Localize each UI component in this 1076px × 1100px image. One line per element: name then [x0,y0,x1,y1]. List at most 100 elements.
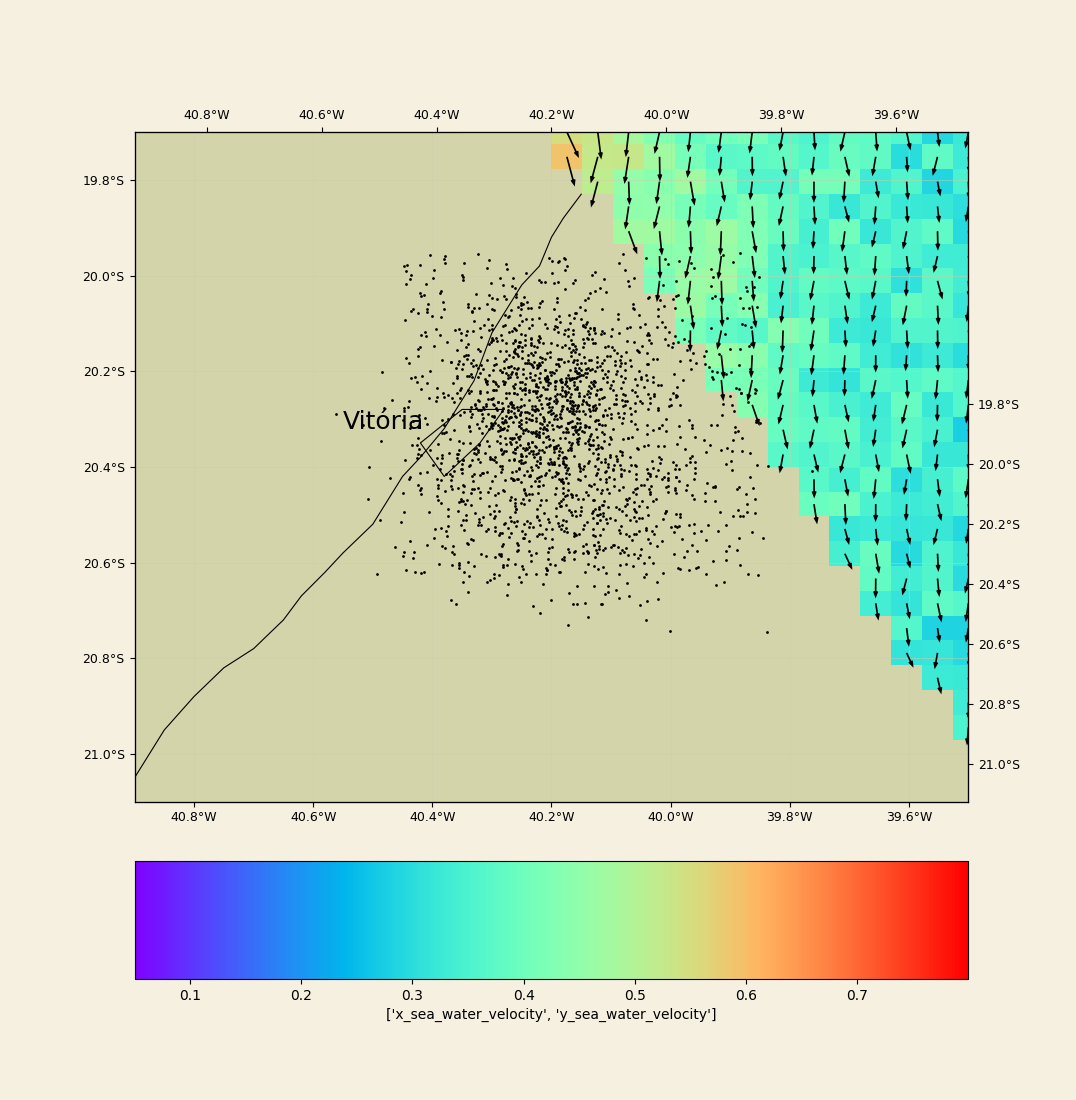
Point [557,464,575,482]
Point [558,420,576,438]
Point [594,361,611,378]
Point [533,491,550,508]
Point [461,418,478,436]
Point [360,459,378,476]
Point [480,251,497,268]
Point [760,458,777,475]
Point [410,476,427,494]
Point [574,543,591,561]
Point [506,279,523,297]
Point [400,471,417,488]
Point [469,244,486,262]
Point [521,468,538,485]
Point [484,381,501,398]
Point [660,471,677,488]
Point [678,542,695,560]
Point [496,375,513,393]
Point [576,516,593,534]
Point [615,543,633,561]
Point [508,368,525,386]
Point [649,307,666,324]
Point [489,290,506,308]
Point [523,397,540,415]
Point [552,408,569,426]
Point [591,500,608,518]
Point [532,348,549,365]
Point [747,414,764,431]
Point [551,253,568,271]
Point [478,383,495,400]
Point [732,384,749,402]
Point [563,503,580,520]
Point [645,554,662,572]
Point [512,326,529,343]
Point [610,481,627,498]
Point [499,365,516,383]
Point [526,403,543,420]
Point [535,334,552,352]
Point [434,385,451,403]
Point [586,373,604,390]
Point [717,551,734,569]
Point [603,405,620,422]
Point [510,461,527,478]
Point [611,544,628,562]
Point [645,525,662,542]
Point [586,500,604,518]
Point [539,370,556,387]
Point [745,480,762,497]
Point [628,420,646,438]
Point [575,338,592,355]
Point [435,251,452,268]
Point [452,492,469,509]
Point [429,491,447,508]
Point [733,442,750,460]
Point [470,517,487,535]
Point [582,378,599,396]
Point [533,468,550,485]
Point [579,360,596,377]
Point [489,393,506,410]
Point [725,507,742,525]
Point [641,389,659,407]
Point [443,480,461,497]
Point [560,474,577,492]
Point [520,346,537,364]
Point [613,446,631,463]
Point [535,411,552,429]
Point [445,462,463,480]
Point [564,404,581,421]
Point [730,422,747,440]
Point [561,502,578,519]
Point [433,494,450,512]
Point [468,356,485,374]
Point [585,372,603,389]
Point [511,379,528,397]
Point [638,521,655,539]
Point [516,441,534,459]
Point [463,354,480,372]
Point [705,268,722,286]
Point [439,527,456,544]
Point [556,353,574,371]
Point [530,472,548,490]
Point [648,468,665,485]
Point [560,383,577,400]
Point [737,317,754,334]
Point [504,322,521,340]
Point [710,345,727,363]
Point [429,434,447,452]
Point [502,398,520,416]
Point [511,373,528,390]
Point [610,521,627,539]
Point [589,534,606,551]
Point [508,518,525,536]
Point [622,456,639,474]
Point [547,486,564,504]
Point [581,396,598,414]
Point [442,592,459,609]
Point [514,491,532,508]
Point [671,561,689,579]
Point [485,382,502,399]
Point [650,437,667,454]
